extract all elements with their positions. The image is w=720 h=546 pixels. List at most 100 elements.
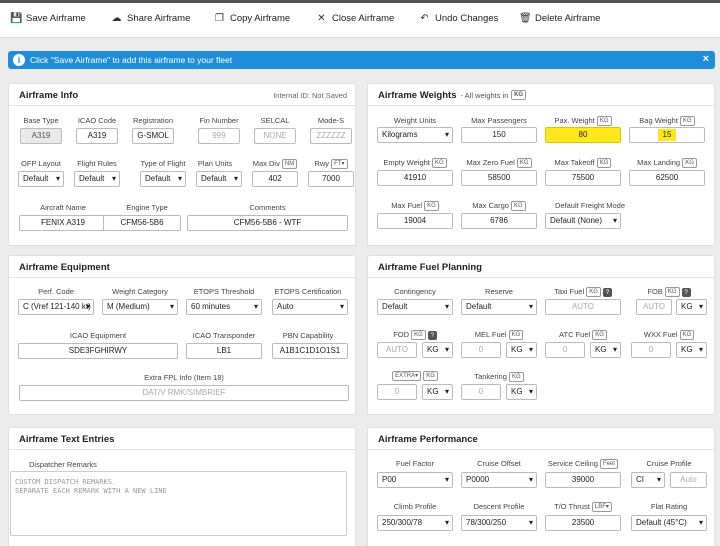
wxx-fuel-label: WXX Fuel KG [631, 330, 707, 341]
etops-certification-select[interactable]: Auto [272, 299, 348, 315]
contingency-select[interactable]: Default [377, 299, 453, 315]
undo-changes-button[interactable]: ↶ Undo Changes [419, 13, 498, 24]
pax-weight-field[interactable]: 80 [545, 127, 621, 143]
default-freight-mode-select[interactable]: Default (None) [545, 213, 621, 229]
engine-type-label: Engine Type [126, 203, 168, 212]
tankering-unit-select[interactable]: KG [506, 384, 537, 400]
atc-fuel-field[interactable]: 0 [545, 342, 585, 358]
airframe-info-title: Airframe Info [19, 90, 79, 101]
cruise-profile-select[interactable]: CI [631, 472, 665, 488]
selcal-field[interactable]: NONE [254, 128, 296, 144]
flat-rating-select[interactable]: Default (45°C) [631, 515, 707, 531]
fod-label-text: FOD [393, 330, 410, 339]
climb-profile-select[interactable]: 250/300/78 [377, 515, 453, 531]
bag-weight-field[interactable]: 15 [629, 127, 705, 143]
to-thrust-label-text: T/O Thrust [554, 502, 590, 511]
copy-airframe-button[interactable]: ❐ Copy Airframe [214, 13, 290, 24]
plan-units-select[interactable]: Default [196, 171, 242, 187]
taxi-fuel-field[interactable]: AUTO [545, 299, 621, 315]
etops-threshold-select[interactable]: 60 minutes [186, 299, 262, 315]
share-airframe-label: Share Airframe [127, 13, 191, 24]
pax-weight-label-text: Pax. Weight [554, 116, 595, 125]
service-ceiling-label-text: Service Ceiling [547, 459, 598, 468]
reserve-select[interactable]: Default [461, 299, 537, 315]
max-fuel-label-text: Max Fuel [391, 201, 423, 210]
max-cargo-field[interactable]: 6786 [461, 213, 537, 229]
info-alert: i Click "Save Airframe" to add this airf… [8, 51, 715, 69]
empty-weight-field[interactable]: 41910 [377, 170, 453, 186]
service-ceiling-label: Service Ceiling Feet [545, 459, 621, 470]
rwy-label: Rwy FT▾ [301, 159, 361, 170]
registration-field[interactable]: G-SMOL [132, 128, 174, 144]
delete-airframe-button[interactable]: 🗑 Delete Airframe [519, 13, 600, 24]
extra-type-select[interactable]: EXTRA▾ [392, 371, 422, 382]
fod-field[interactable]: AUTO [377, 342, 417, 358]
extra-unit-select[interactable]: KG [422, 384, 453, 400]
max-takeoff-field[interactable]: 75500 [545, 170, 621, 186]
close-airframe-button[interactable]: ✕ Close Airframe [316, 13, 394, 24]
weight-category-select[interactable]: M (Medium) [102, 299, 178, 315]
tankering-label-text: Tankering [474, 372, 507, 381]
help-icon[interactable]: ? [427, 330, 437, 340]
help-icon[interactable]: ? [681, 287, 691, 297]
icao-code-field[interactable]: A319 [76, 128, 118, 144]
type-of-flight-select[interactable]: Default [140, 171, 186, 187]
cruise-profile-field[interactable]: Auto [670, 472, 707, 488]
max-zero-fuel-field[interactable]: 58500 [461, 170, 537, 186]
wxx-fuel-unit-select[interactable]: KG [676, 342, 707, 358]
cruise-profile-label: Cruise Profile [646, 459, 692, 468]
extra-fpl-field[interactable]: DAT/V RMK/SIMBRIEF [19, 385, 349, 401]
weight-units-select[interactable]: Kilograms [377, 127, 453, 143]
ofp-layout-select[interactable]: Default [18, 171, 64, 187]
to-thrust-unit-select[interactable]: LBF▾ [591, 502, 612, 513]
airframe-weights-header: Airframe Weights - All weights in KG [368, 84, 714, 106]
climb-profile-label: Climb Profile [393, 502, 437, 511]
fob-unit-select[interactable]: KG [676, 299, 707, 315]
mel-fuel-field[interactable]: 0 [461, 342, 501, 358]
copy-airframe-label: Copy Airframe [230, 13, 291, 24]
extra-label: EXTRA▾ KG [377, 371, 453, 382]
service-ceiling-field[interactable]: 39000 [545, 472, 621, 488]
flight-rules-label: Flight Rules [77, 159, 117, 168]
info-close-icon[interactable]: × [702, 53, 709, 65]
selcal-label: SELCAL [260, 116, 290, 125]
descent-profile-select[interactable]: 78/300/250 [461, 515, 537, 531]
taxi-fuel-label: Taxi Fuel KG? [545, 287, 621, 298]
max-div-field[interactable]: 402 [252, 171, 298, 187]
fob-field[interactable]: AUTO [636, 299, 672, 315]
share-airframe-button[interactable]: ☁ Share Airframe [111, 13, 191, 24]
internal-id-text: Internal ID: Not Saved [273, 91, 347, 100]
pbn-capability-field[interactable]: A1B1C1D1O1S1 [272, 343, 348, 359]
tankering-field[interactable]: 0 [461, 384, 501, 400]
max-zero-fuel-label: Max Zero Fuel KG [458, 158, 540, 169]
to-thrust-field[interactable]: 23500 [545, 515, 621, 531]
help-icon[interactable]: ? [602, 287, 612, 297]
comments-field[interactable]: CFM56-5B6 - WTF [187, 215, 348, 231]
flight-rules-select[interactable]: Default [74, 171, 120, 187]
extra-field[interactable]: 0 [377, 384, 417, 400]
rwy-unit-select[interactable]: FT▾ [331, 159, 348, 170]
airframe-text-entries-panel: Airframe Text Entries Dispatcher Remarks [8, 427, 356, 546]
wxx-fuel-field[interactable]: 0 [631, 342, 671, 358]
perf-code-select[interactable]: C (Vref 121-140 kt) [18, 299, 94, 315]
fin-number-field[interactable]: 999 [198, 128, 240, 144]
engine-type-field[interactable]: CFM56-5B6 [103, 215, 181, 231]
atc-fuel-unit-select[interactable]: KG [590, 342, 621, 358]
icao-transponder-field[interactable]: LB1 [186, 343, 262, 359]
rwy-field[interactable]: 7000 [308, 171, 354, 187]
mel-fuel-unit-select[interactable]: KG [506, 342, 537, 358]
max-passengers-field[interactable]: 150 [461, 127, 537, 143]
max-div-unit-badge: NM [281, 159, 298, 170]
save-airframe-button[interactable]: 💾 Save Airframe [10, 13, 86, 24]
taxi-fuel-unit-badge: KG [586, 287, 601, 298]
max-fuel-field[interactable]: 19004 [377, 213, 453, 229]
cruise-offset-select[interactable]: P0000 [461, 472, 537, 488]
base-type-field[interactable]: A319 [20, 128, 62, 144]
dispatcher-remarks-textarea[interactable]: CUSTOM DISPATCH REMARKS. SEPARATE EACH R… [10, 471, 347, 536]
aircraft-name-field[interactable]: FENIX A319 [19, 215, 107, 231]
icao-equipment-field[interactable]: SDE3FGHIRWY [18, 343, 178, 359]
mode-s-field[interactable]: ZZZZZZ [310, 128, 352, 144]
fod-unit-select[interactable]: KG [422, 342, 453, 358]
fuel-factor-select[interactable]: P00 [377, 472, 453, 488]
max-landing-field[interactable]: 62500 [629, 170, 705, 186]
